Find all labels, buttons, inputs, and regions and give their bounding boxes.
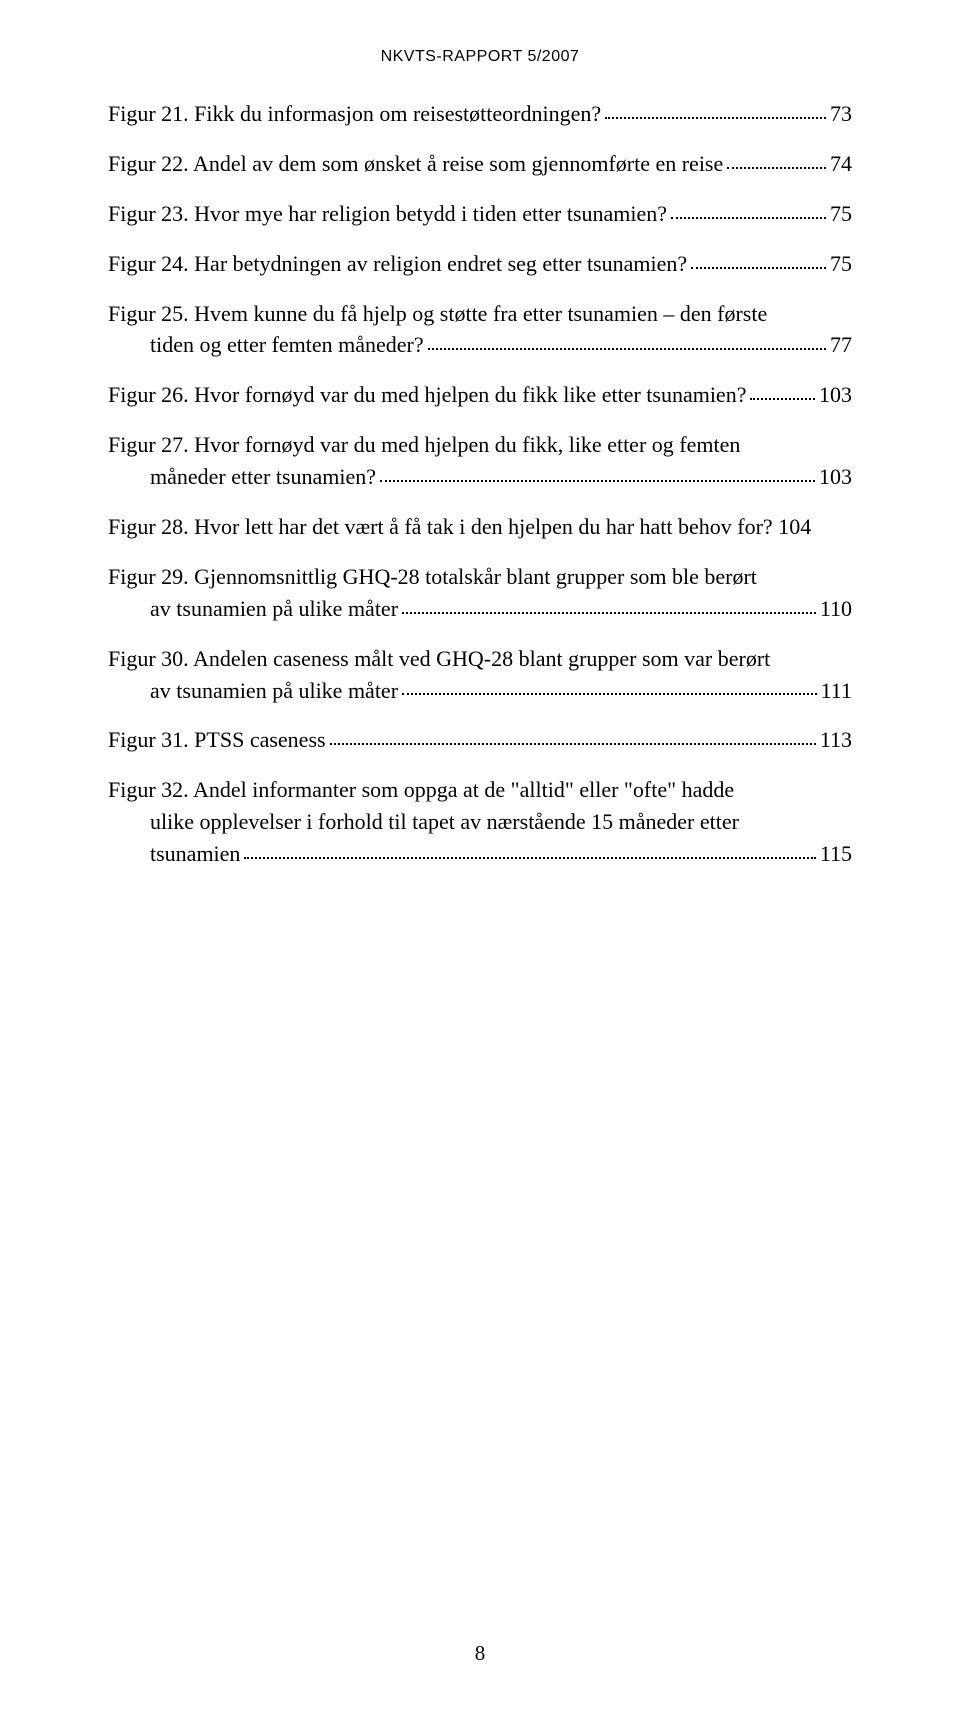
- figure-entry: Figur 29. Gjennomsnittlig GHQ-28 totalsk…: [108, 561, 852, 625]
- entry-page-number: 104: [778, 511, 811, 543]
- entry-text-line: måneder etter tsunamien?: [150, 461, 376, 493]
- entry-text: Figur 24. Har betydningen av religion en…: [108, 248, 687, 280]
- entry-page-number: 77: [830, 329, 852, 361]
- entry-text-line: av tsunamien på ulike måter: [150, 593, 398, 625]
- entry-text: Figur 28. Hvor lett har det vært å få ta…: [108, 511, 773, 543]
- dot-leader: [605, 117, 826, 119]
- figure-entry: Figur 28. Hvor lett har det vært å få ta…: [108, 511, 852, 543]
- dot-leader: [402, 693, 817, 695]
- dot-leader: [671, 217, 826, 219]
- entry-page-number: 73: [830, 98, 852, 130]
- figure-entry: Figur 27. Hvor fornøyd var du med hjelpe…: [108, 429, 852, 493]
- dot-leader: [330, 743, 816, 745]
- figure-entry: Figur 31. PTSS caseness 113: [108, 724, 852, 756]
- figure-entry: Figur 24. Har betydningen av religion en…: [108, 248, 852, 280]
- entry-page-number: 75: [830, 248, 852, 280]
- entry-text-line: Figur 27. Hvor fornøyd var du med hjelpe…: [108, 429, 852, 461]
- dot-leader: [244, 857, 815, 859]
- entry-page-number: 103: [819, 461, 852, 493]
- entry-text-line: ulike opplevelser i forhold til tapet av…: [150, 806, 852, 838]
- header-text: NKVTS-RAPPORT 5/2007: [381, 48, 580, 65]
- entry-text: Figur 31. PTSS caseness: [108, 724, 326, 756]
- entry-text-line: Figur 32. Andel informanter som oppga at…: [108, 774, 852, 806]
- entry-page-number: 103: [819, 379, 852, 411]
- entry-page-number: 115: [820, 838, 852, 870]
- figure-entry: Figur 26. Hvor fornøyd var du med hjelpe…: [108, 379, 852, 411]
- entry-page-number: 75: [830, 198, 852, 230]
- page-container: NKVTS-RAPPORT 5/2007 Figur 21. Fikk du i…: [0, 0, 960, 870]
- entry-page-number: 110: [820, 593, 852, 625]
- entry-text-line: Figur 25. Hvem kunne du få hjelp og støt…: [108, 298, 852, 330]
- entry-page-number: 111: [821, 675, 852, 707]
- dot-leader: [750, 398, 815, 400]
- page-number: 8: [0, 1641, 960, 1666]
- entry-text-line: Figur 29. Gjennomsnittlig GHQ-28 totalsk…: [108, 561, 852, 593]
- entry-text-line: Figur 30. Andelen caseness målt ved GHQ-…: [108, 643, 852, 675]
- entry-page-number: 113: [820, 724, 852, 756]
- figure-entry: Figur 25. Hvem kunne du få hjelp og støt…: [108, 298, 852, 362]
- entry-text: Figur 26. Hvor fornøyd var du med hjelpe…: [108, 379, 746, 411]
- figure-entry: Figur 30. Andelen caseness målt ved GHQ-…: [108, 643, 852, 707]
- entry-text: Figur 21. Fikk du informasjon om reisest…: [108, 98, 601, 130]
- entry-text-line: tsunamien: [150, 838, 240, 870]
- dot-leader: [428, 348, 826, 350]
- entry-text: Figur 23. Hvor mye har religion betydd i…: [108, 198, 667, 230]
- dot-leader: [380, 480, 815, 482]
- entry-text-line: av tsunamien på ulike måter: [150, 675, 398, 707]
- figure-entry: Figur 22. Andel av dem som ønsket å reis…: [108, 148, 852, 180]
- figure-entry: Figur 32. Andel informanter som oppga at…: [108, 774, 852, 870]
- figure-list: Figur 21. Fikk du informasjon om reisest…: [108, 98, 852, 870]
- entry-text-line: tiden og etter femten måneder?: [150, 329, 424, 361]
- entry-text: Figur 22. Andel av dem som ønsket å reis…: [108, 148, 723, 180]
- figure-entry: Figur 21. Fikk du informasjon om reisest…: [108, 98, 852, 130]
- dot-leader: [691, 267, 826, 269]
- report-header: NKVTS-RAPPORT 5/2007: [108, 0, 852, 98]
- figure-entry: Figur 23. Hvor mye har religion betydd i…: [108, 198, 852, 230]
- entry-page-number: 74: [830, 148, 852, 180]
- dot-leader: [727, 167, 826, 169]
- dot-leader: [402, 612, 816, 614]
